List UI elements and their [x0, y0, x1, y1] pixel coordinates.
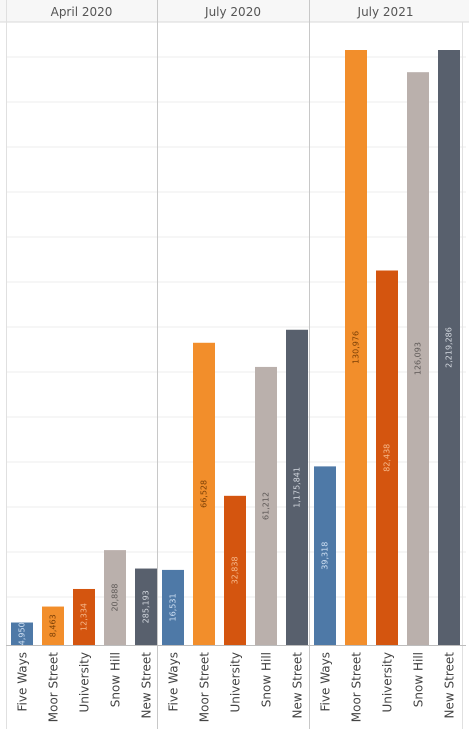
value-label-university-1: 12,334	[80, 603, 89, 631]
category-label-five-ways-2: Five Ways	[167, 652, 181, 711]
category-label-new-street-3: New Street	[443, 652, 457, 719]
bar-moor-street-2	[193, 342, 215, 645]
category-label-moor-street-3: Moor Street	[350, 652, 364, 723]
category-label-new-street-1: New Street	[140, 652, 154, 719]
bar-five-ways-3	[314, 466, 336, 645]
value-label-moor-street-2: 66,528	[200, 480, 209, 508]
category-labels: Five Ways Moor Street University Snow Hill N…	[16, 652, 457, 723]
bars: 4,950 8,463 12,334 20,888 285,193 16,531 66,52…	[11, 50, 460, 645]
bar-new-street-1	[135, 568, 157, 645]
category-label-moor-street-2: Moor Street	[198, 652, 212, 723]
category-label-snow-hill-3: Snow Hill	[412, 652, 426, 707]
bar-university-2	[224, 495, 246, 645]
panel-title-3: July 2021	[357, 5, 414, 19]
value-label-new-street-1: 285,193	[142, 590, 151, 623]
bar-five-ways-1	[11, 622, 33, 645]
category-label-snow-hill-2: Snow Hill	[260, 652, 274, 707]
bar-snow-hill-1	[104, 550, 126, 645]
bar-new-street-2	[286, 329, 308, 645]
bar-five-ways-2	[162, 569, 184, 645]
category-label-university-2: University	[229, 652, 243, 713]
value-label-snow-hill-3: 126,093	[414, 342, 423, 375]
panel-title-1: April 2020	[51, 5, 113, 19]
value-label-five-ways-3: 39,318	[321, 542, 330, 570]
bar-snow-hill-2	[255, 366, 277, 645]
value-label-five-ways-1: 4,950	[18, 622, 27, 645]
value-label-moor-street-1: 8,463	[49, 614, 58, 637]
bar-university-1	[73, 588, 95, 645]
bar-moor-street-1	[42, 606, 64, 645]
value-label-moor-street-3: 130,976	[352, 331, 361, 364]
value-label-five-ways-2: 16,531	[169, 593, 178, 621]
value-label-new-street-3: 2,219,286	[445, 327, 454, 368]
panel-headers: April 2020 July 2020 July 2021	[51, 5, 414, 19]
bar-snow-hill-3	[407, 72, 429, 646]
category-label-five-ways-1: Five Ways	[16, 652, 30, 711]
category-label-moor-street-1: Moor Street	[47, 652, 61, 723]
category-label-five-ways-3: Five Ways	[319, 652, 333, 711]
panel-title-2: July 2020	[204, 5, 261, 19]
bar-new-street-3	[438, 50, 460, 645]
category-label-university-3: University	[381, 652, 395, 713]
header-band	[0, 0, 469, 22]
value-label-university-2: 32,838	[231, 556, 240, 584]
bar-moor-street-3	[345, 50, 367, 645]
value-label-new-street-2: 1,175,841	[293, 467, 302, 508]
value-label-snow-hill-1: 20,888	[111, 584, 120, 612]
value-label-snow-hill-2: 61,212	[262, 492, 271, 520]
value-label-university-3: 82,438	[383, 444, 392, 472]
category-label-snow-hill-1: Snow Hill	[109, 652, 123, 707]
category-label-university-1: University	[78, 652, 92, 713]
bar-university-3	[376, 270, 398, 645]
category-label-new-street-2: New Street	[291, 652, 305, 719]
